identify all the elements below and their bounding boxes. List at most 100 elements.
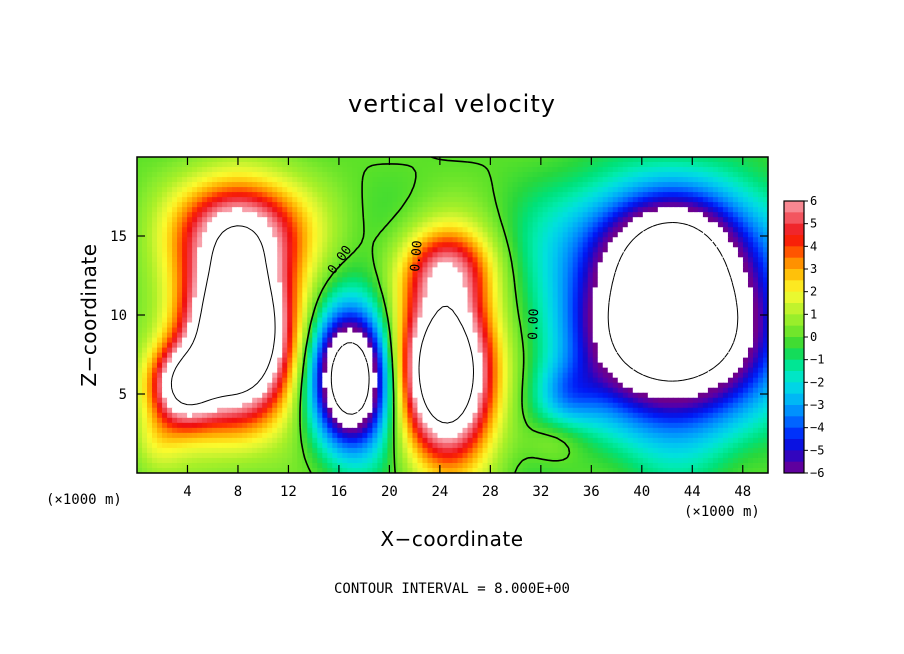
heatmap-cell [717,177,724,183]
heatmap-cell [192,187,198,193]
heatmap-cell [402,262,409,268]
heatmap-cell [257,307,263,314]
heatmap-cell [672,247,679,253]
heatmap-cell [467,327,474,334]
heatmap-cell [157,242,163,248]
heatmap-cell [432,162,439,168]
heatmap-cell [357,282,363,289]
heatmap-cell [537,177,544,183]
heatmap-cell [577,302,584,309]
heatmap-cell [287,342,293,349]
heatmap-cell [242,282,248,289]
heatmap-cell [272,197,278,203]
heatmap-cell [717,187,724,193]
heatmap-cell [537,332,544,339]
heatmap-cell [372,317,378,324]
heatmap-cell [187,182,193,188]
heatmap-cell [502,247,509,253]
heatmap-cell [222,202,228,208]
heatmap-cell [177,247,183,253]
heatmap-cell [302,342,308,349]
heatmap-cell [452,177,459,183]
heatmap-cell [507,272,514,278]
heatmap-cell [392,317,399,324]
heatmap-cell [162,262,168,268]
heatmap-cell [222,177,228,183]
heatmap-cell [492,157,499,163]
heatmap-cell [397,247,404,253]
heatmap-cell [412,282,419,289]
heatmap-cell [407,227,414,233]
heatmap-cell [757,222,764,228]
heatmap-cell [522,227,529,233]
heatmap-cell [762,307,768,314]
heatmap-cell [602,272,609,278]
heatmap-cell [762,317,768,324]
heatmap-cell [267,217,273,223]
heatmap-cell [607,297,614,304]
heatmap-cell [622,182,629,188]
heatmap-cell [677,192,684,198]
heatmap-cell [352,317,358,324]
heatmap-cell [577,307,584,314]
heatmap-cell [442,242,449,248]
heatmap-cell [172,162,178,168]
heatmap-cell [427,347,434,354]
heatmap-cell [567,307,574,314]
heatmap-cell [477,332,484,339]
heatmap-cell [407,207,414,213]
heatmap-cell [372,302,378,309]
heatmap-cell [497,232,504,238]
heatmap-cell [262,157,268,163]
heatmap-cell [677,232,684,238]
heatmap-cell [172,307,178,314]
heatmap-cell [287,227,293,233]
heatmap-cell [322,202,328,208]
heatmap-cell [352,217,358,223]
heatmap-cell [672,227,679,233]
heatmap-cell [737,332,744,339]
heatmap-cell [392,187,399,193]
heatmap-cell [352,312,358,319]
heatmap-cell [477,212,484,218]
heatmap-cell [392,202,399,208]
heatmap-cell [752,257,759,263]
heatmap-cell [237,347,243,354]
heatmap-cell [287,297,293,304]
heatmap-cell [552,347,559,354]
heatmap-cell [727,317,734,324]
heatmap-cell [367,347,373,354]
heatmap-cell [737,192,744,198]
heatmap-cell [667,232,674,238]
heatmap-cell [727,272,734,278]
heatmap-cell [602,192,609,198]
heatmap-cell [587,187,594,193]
heatmap-cell [332,352,338,359]
heatmap-cell [262,332,268,339]
heatmap-cell [607,237,614,243]
heatmap-cell [292,262,298,268]
heatmap-cell [662,192,669,198]
heatmap-cell [217,202,223,208]
heatmap-cell [387,347,394,354]
heatmap-cell [277,217,283,223]
heatmap-cell [577,252,584,258]
heatmap-cell [667,237,674,243]
heatmap-cell [702,227,709,233]
heatmap-cell [517,232,524,238]
heatmap-cell [552,287,559,294]
heatmap-cell [377,337,383,344]
heatmap-cell [527,317,534,324]
heatmap-cell [402,247,409,253]
heatmap-cell [322,277,328,283]
heatmap-cell [702,312,709,319]
heatmap-cell [282,182,288,188]
heatmap-cell [272,192,278,198]
heatmap-cell [282,232,288,238]
heatmap-cell [147,202,153,208]
heatmap-cell [417,182,424,188]
heatmap-cell [242,257,248,263]
heatmap-cell [272,222,278,228]
heatmap-cell [357,267,363,273]
heatmap-cell [587,272,594,278]
